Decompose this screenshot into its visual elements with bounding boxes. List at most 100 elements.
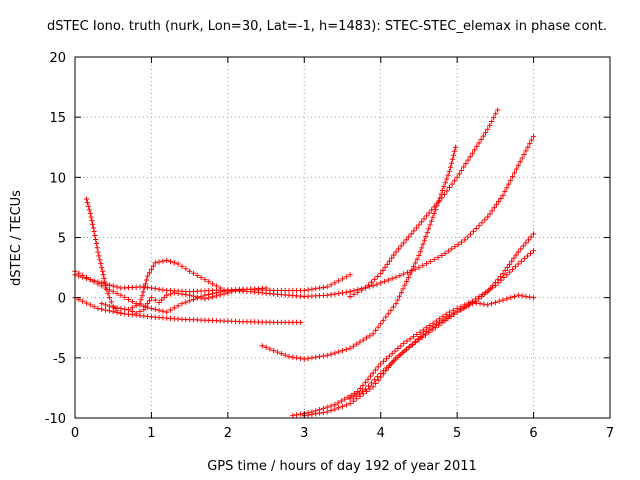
x-tick-label: 7: [606, 426, 614, 441]
data-point: [95, 249, 101, 255]
data-point: [114, 284, 120, 290]
data-point: [110, 309, 116, 315]
data-point: [148, 266, 155, 272]
data-point: [342, 396, 348, 402]
data-point: [513, 252, 519, 258]
data-point: [171, 305, 177, 311]
data-point: [343, 289, 349, 295]
data-point: [95, 281, 101, 287]
data-point: [427, 222, 433, 228]
data-point: [332, 291, 338, 297]
data-point: [102, 283, 109, 289]
data-point: [485, 214, 491, 220]
data-point: [360, 391, 366, 397]
data-point: [108, 299, 114, 305]
data-point: [485, 302, 491, 308]
data-point: [445, 172, 451, 178]
data-point: [101, 275, 107, 282]
data-point: [164, 257, 170, 263]
data-point: [339, 403, 346, 409]
data-point: [305, 412, 311, 418]
data-point: [380, 358, 387, 364]
data-point: [375, 324, 381, 330]
data-point: [470, 228, 476, 234]
data-point: [297, 319, 304, 325]
data-point: [476, 223, 482, 229]
data-point: [152, 306, 158, 312]
data-point: [393, 274, 399, 280]
data-point: [309, 286, 315, 292]
data-point: [320, 284, 326, 291]
data-point: [294, 412, 300, 418]
data-point: [469, 150, 476, 156]
series-track: [301, 292, 537, 419]
data-point: [495, 107, 501, 113]
data-point: [263, 344, 269, 351]
data-point: [463, 160, 469, 167]
data-point: [398, 343, 404, 349]
data-point: [445, 248, 452, 254]
data-point: [378, 321, 384, 327]
data-point: [403, 237, 409, 243]
data-point: [373, 367, 379, 373]
data-point: [473, 225, 479, 232]
data-point: [175, 261, 181, 267]
data-point: [106, 282, 112, 288]
data-point: [88, 214, 94, 220]
data-point: [490, 283, 496, 289]
x-tick-label: 6: [529, 426, 537, 441]
data-point: [133, 310, 139, 316]
data-point: [442, 250, 448, 256]
data-point: [167, 258, 174, 265]
data-point: [87, 277, 93, 283]
data-point: [332, 406, 338, 412]
data-point: [320, 353, 326, 359]
data-point: [405, 275, 411, 281]
data-point: [414, 256, 420, 262]
data-point: [320, 409, 326, 416]
data-point: [449, 181, 455, 187]
data-point: [301, 356, 307, 362]
data-point: [354, 341, 360, 347]
data-point: [179, 263, 185, 269]
data-point: [146, 298, 153, 304]
data-point: [439, 252, 445, 259]
data-point: [502, 189, 508, 195]
data-point: [209, 294, 216, 300]
data-point: [343, 274, 349, 280]
data-point: [375, 364, 381, 370]
y-tick-label: 5: [58, 232, 66, 247]
data-point: [439, 187, 446, 194]
data-point: [271, 348, 277, 354]
data-point: [335, 400, 341, 406]
data-point: [493, 202, 500, 208]
data-point: [527, 250, 534, 256]
data-point: [527, 294, 533, 300]
data-point: [506, 261, 513, 267]
data-point: [521, 256, 527, 262]
data-point: [388, 307, 394, 313]
data-point: [370, 384, 376, 390]
data-point: [390, 358, 397, 364]
data-point: [372, 276, 378, 282]
data-point: [99, 306, 105, 312]
series-track: [72, 295, 304, 325]
data-point: [475, 296, 482, 302]
data-point: [92, 232, 98, 239]
data-point: [350, 343, 357, 349]
data-point: [428, 218, 435, 224]
data-point: [142, 281, 149, 287]
data-point: [145, 301, 151, 307]
data-point: [460, 305, 466, 311]
data-point: [454, 174, 460, 180]
data-point: [496, 198, 502, 205]
data-point: [375, 377, 381, 383]
data-point: [148, 305, 155, 312]
data-point: [491, 205, 497, 211]
data-point: [122, 306, 128, 312]
data-point: [367, 333, 373, 339]
data-point: [423, 233, 429, 240]
data-point: [429, 207, 435, 213]
data-point: [446, 184, 453, 191]
data-point: [395, 297, 401, 303]
